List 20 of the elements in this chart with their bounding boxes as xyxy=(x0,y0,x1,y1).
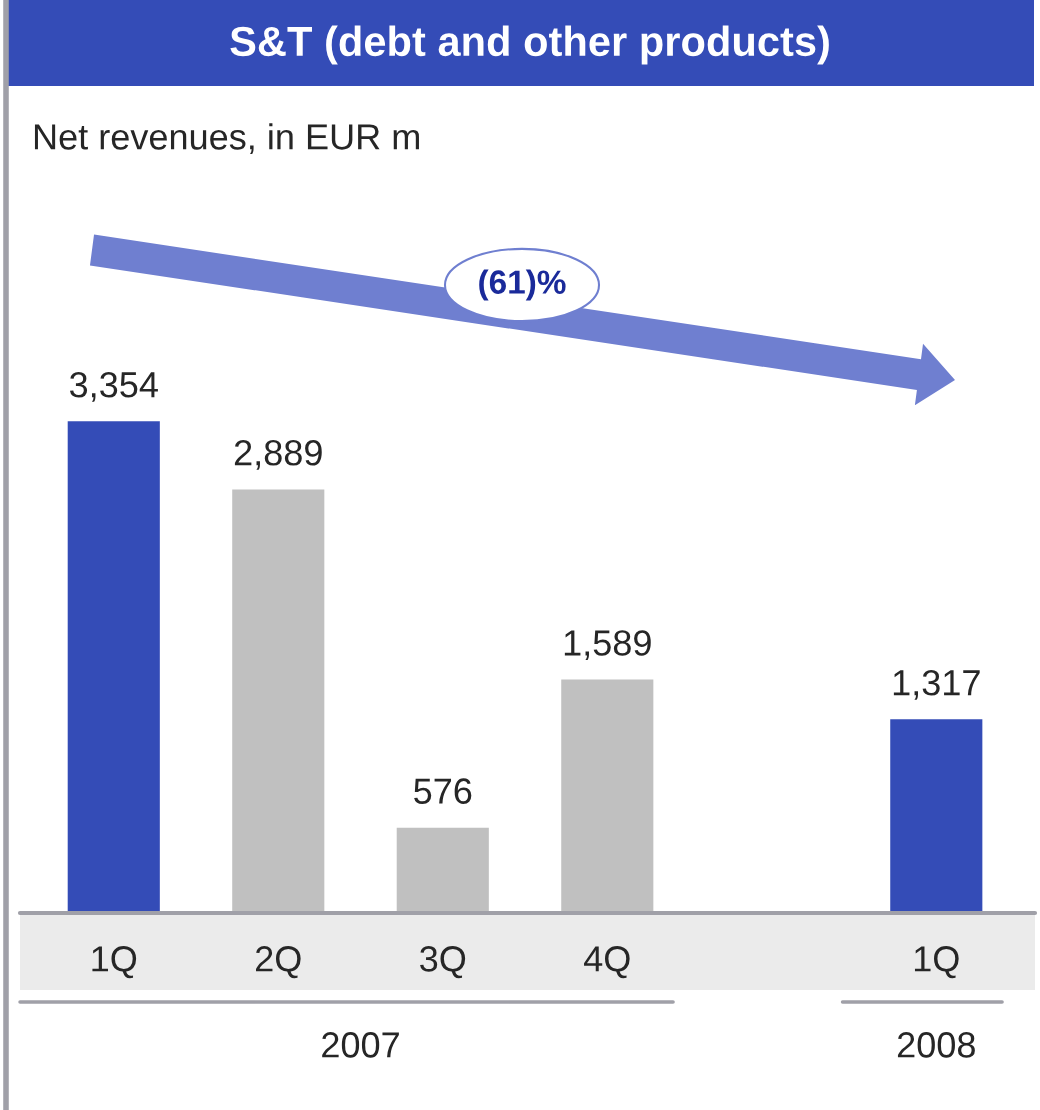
chart-subtitle: Net revenues, in EUR m xyxy=(34,123,419,154)
x-tick-label: 3Q xyxy=(420,946,466,979)
x-tick-label: 2Q xyxy=(256,946,301,979)
x-tick-label: 1Q xyxy=(92,946,137,979)
bar xyxy=(67,421,160,912)
bar xyxy=(232,489,325,912)
bar xyxy=(890,719,983,912)
text: 2007 xyxy=(322,1032,399,1058)
chart-title: S&T (debt and other products) xyxy=(230,25,829,65)
text: (61)% xyxy=(479,269,566,301)
x-tick-label: 1Q xyxy=(914,946,959,979)
data-label: 2,889 xyxy=(234,440,322,470)
bar xyxy=(396,827,489,912)
bar xyxy=(561,679,654,912)
data-label: 576 xyxy=(414,778,472,804)
data-label: 1,589 xyxy=(564,630,651,661)
data-label: 3,354 xyxy=(69,371,158,402)
data-label: 1,317 xyxy=(893,669,980,700)
x-tick-label: 4Q xyxy=(584,946,630,979)
text: 2008 xyxy=(897,1032,975,1058)
